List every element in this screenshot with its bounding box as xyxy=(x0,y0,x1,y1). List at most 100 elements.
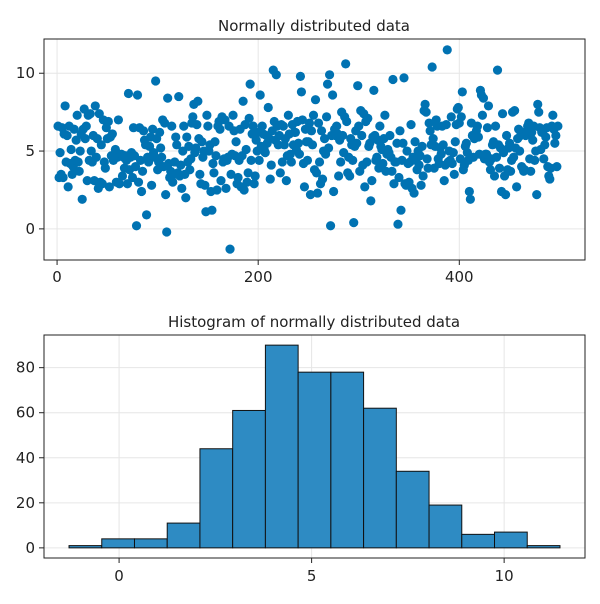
scatter-point xyxy=(211,151,221,161)
scatter-point xyxy=(177,183,187,194)
scatter-point xyxy=(465,194,475,204)
scatter-point xyxy=(151,76,161,86)
scatter-point xyxy=(181,193,191,203)
scatter-point xyxy=(367,176,377,186)
scatter-point xyxy=(72,110,82,120)
scatter-point xyxy=(97,179,107,189)
histogram-bar xyxy=(232,409,266,549)
histogram-bar xyxy=(101,538,135,549)
scatter-point xyxy=(450,137,460,147)
scatter-point xyxy=(312,188,323,198)
scatter-point xyxy=(263,102,273,113)
scatter-point xyxy=(107,129,117,139)
scatter-x-tick-label: 400 xyxy=(445,268,474,286)
scatter-y-tick-label: 10 xyxy=(16,64,35,82)
scatter-point xyxy=(420,99,430,109)
scatter-point xyxy=(305,190,316,200)
scatter-point xyxy=(167,121,177,131)
scatter-point xyxy=(191,143,201,153)
scatter-point xyxy=(410,137,420,147)
scatter-point xyxy=(332,121,342,131)
scatter-point xyxy=(425,126,435,136)
scatter-point xyxy=(73,157,83,167)
scatter-point xyxy=(422,154,432,164)
scatter-point xyxy=(138,126,149,136)
scatter-point xyxy=(215,124,225,134)
scatter-point xyxy=(136,186,147,197)
scatter-point xyxy=(277,157,287,167)
scatter-point xyxy=(242,177,252,187)
scatter-point xyxy=(473,132,484,142)
scatter-point xyxy=(226,169,236,180)
scatter-point xyxy=(490,121,501,131)
scatter-point xyxy=(336,157,346,167)
scatter-frame xyxy=(43,38,586,261)
scatter-point xyxy=(478,93,489,103)
scatter-y-tick-label: 5 xyxy=(25,142,35,160)
scatter-point xyxy=(188,112,198,122)
scatter-point xyxy=(146,180,157,190)
scatter-point xyxy=(255,90,265,100)
scatter-point xyxy=(338,130,348,141)
scatter-point xyxy=(548,110,558,120)
scatter-point xyxy=(137,166,148,176)
scatter-point xyxy=(534,107,544,117)
scatter-point xyxy=(417,141,427,151)
scatter-point xyxy=(306,126,317,136)
scatter-point xyxy=(515,146,525,156)
scatter-point xyxy=(55,148,65,158)
scatter-point xyxy=(251,135,261,145)
scatter-point xyxy=(388,74,398,85)
histogram-bar xyxy=(461,533,496,549)
scatter-point xyxy=(195,169,205,180)
scatter-point xyxy=(324,70,335,80)
scatter-point xyxy=(322,79,333,89)
scatter-point xyxy=(512,182,522,192)
scatter-point xyxy=(302,155,313,165)
scatter-point xyxy=(464,186,474,197)
scatter-point xyxy=(380,110,390,120)
scatter-point xyxy=(75,146,85,156)
scatter-point xyxy=(345,171,355,181)
scatter-point xyxy=(497,109,508,119)
scatter-point xyxy=(510,105,520,116)
scatter-point xyxy=(174,91,184,102)
scatter-point xyxy=(526,166,536,176)
scatter-point xyxy=(310,95,321,105)
scatter-point xyxy=(231,137,241,147)
scatter-point xyxy=(352,138,362,148)
scatter-point xyxy=(328,90,338,100)
scatter-point xyxy=(540,140,550,150)
histogram-bar xyxy=(199,448,234,549)
scatter-panel: Normally distributed data 0 200 400 0 5 10 xyxy=(16,17,586,286)
scatter-point xyxy=(202,110,212,120)
histogram-x-tick-label: 0 xyxy=(114,567,124,585)
scatter-point xyxy=(91,152,101,162)
scatter-point xyxy=(545,174,555,184)
scatter-point xyxy=(393,219,403,229)
scatter-point xyxy=(501,130,512,141)
scatter-point xyxy=(117,171,128,181)
scatter-point xyxy=(207,205,217,215)
scatter-point xyxy=(509,152,519,162)
scatter-point xyxy=(489,171,500,181)
scatter-point xyxy=(399,73,409,83)
histogram-bar xyxy=(133,538,168,549)
histogram-y-tick-label: 80 xyxy=(16,359,35,377)
scatter-point xyxy=(74,166,84,176)
scatter-point xyxy=(208,158,218,169)
scatter-point xyxy=(442,45,452,55)
scatter-point xyxy=(385,130,395,141)
scatter-point xyxy=(427,62,437,72)
scatter-point xyxy=(505,166,516,176)
scatter-points xyxy=(53,45,563,254)
scatter-point xyxy=(182,132,192,142)
scatter-point xyxy=(238,96,248,106)
histogram-x-tick-label: 10 xyxy=(495,567,514,585)
scatter-point xyxy=(62,130,72,141)
scatter-point xyxy=(500,190,511,200)
scatter-point xyxy=(265,174,275,184)
scatter-point xyxy=(100,163,110,173)
scatter-point xyxy=(416,180,426,190)
